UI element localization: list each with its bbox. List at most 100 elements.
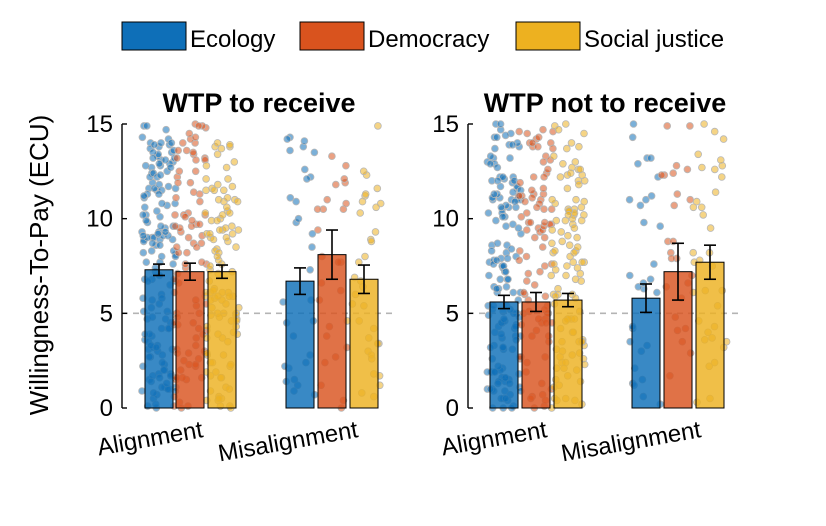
data-point: [557, 228, 565, 236]
y-tick-label: 15: [86, 111, 113, 138]
data-point: [540, 218, 549, 227]
y-tick-label: 5: [100, 300, 113, 327]
data-point: [530, 233, 539, 242]
data-point: [515, 127, 523, 136]
data-point: [711, 188, 720, 197]
data-point: [566, 169, 575, 178]
data-point: [487, 247, 496, 255]
data-point: [559, 160, 567, 168]
data-point: [371, 228, 380, 236]
panel-title: WTP not to receive: [484, 88, 727, 118]
x-tick-label-misalignment: Misalignment: [559, 416, 703, 467]
data-point: [179, 139, 187, 147]
data-point: [209, 235, 218, 244]
data-point: [515, 247, 524, 255]
data-point: [567, 139, 576, 147]
data-point: [522, 226, 531, 234]
data-point: [194, 122, 203, 130]
data-point: [223, 203, 231, 212]
data-point: [533, 203, 541, 212]
data-point: [549, 144, 557, 153]
data-point: [530, 281, 539, 289]
data-point: [222, 233, 231, 242]
data-point: [213, 139, 222, 147]
data-point: [527, 186, 536, 195]
data-point: [683, 165, 692, 174]
data-point: [491, 144, 499, 153]
bar-democracy-alignment: [175, 271, 205, 409]
data-point: [340, 175, 349, 183]
data-point: [217, 144, 226, 153]
data-point: [522, 252, 531, 261]
data-point: [552, 216, 561, 225]
data-point: [206, 230, 214, 238]
data-point: [698, 163, 706, 172]
data-point: [226, 141, 234, 149]
data-point: [706, 224, 715, 232]
data-point: [539, 125, 547, 134]
data-point: [192, 156, 200, 164]
data-point: [157, 139, 165, 147]
data-point: [221, 224, 230, 232]
data-point: [201, 209, 210, 217]
data-point: [172, 243, 181, 251]
data-point: [139, 231, 148, 240]
data-point: [551, 247, 559, 255]
data-point: [175, 167, 184, 176]
data-point: [492, 256, 501, 265]
data-point: [171, 211, 179, 219]
data-point: [372, 203, 380, 212]
data-point: [536, 267, 544, 276]
data-point: [186, 178, 195, 187]
data-point: [636, 201, 645, 210]
data-point: [571, 275, 580, 284]
error-bars: [153, 229, 370, 296]
data-point: [625, 195, 634, 204]
data-point: [492, 133, 501, 142]
data-point: [540, 205, 548, 214]
data-point: [564, 231, 572, 240]
bar-social-justice-alignment: [207, 271, 237, 409]
legend: Ecology Democracy Social justice: [121, 21, 724, 53]
data-point: [719, 135, 728, 143]
data-point: [540, 173, 548, 181]
bar-ecology-alignment: [144, 269, 174, 409]
data-point: [529, 173, 538, 181]
data-point: [511, 197, 519, 206]
data-point: [484, 209, 493, 217]
jitter-points: [138, 120, 385, 412]
data-point: [634, 282, 643, 291]
data-point: [224, 175, 232, 183]
data-point: [492, 216, 500, 225]
data-point: [573, 233, 581, 242]
data-point: [283, 135, 292, 143]
panel-wtp-not-to-receive: WTP not to receive 0 5 10 15 Alignment Misa…: [432, 88, 742, 467]
data-point: [508, 141, 517, 149]
y-axis: 0 5 10 15: [432, 111, 473, 422]
data-point: [562, 144, 571, 153]
data-point: [519, 288, 528, 297]
data-point: [356, 209, 365, 217]
data-point: [549, 152, 558, 161]
data-point: [522, 209, 531, 217]
data-point: [502, 282, 511, 291]
data-point: [138, 133, 147, 142]
y-tick-label: 10: [432, 206, 459, 233]
data-point: [561, 120, 570, 128]
data-point: [213, 252, 222, 261]
x-tick-label-alignment: Alignment: [95, 416, 205, 461]
data-point: [172, 194, 180, 202]
data-point: [493, 177, 502, 185]
data-point: [672, 161, 681, 170]
data-point: [233, 197, 242, 206]
data-point: [541, 292, 550, 301]
data-point: [181, 213, 190, 221]
panel-title: WTP to receive: [162, 88, 355, 118]
data-point: [191, 167, 200, 176]
data-point: [580, 197, 588, 206]
data-point: [521, 197, 529, 206]
data-point: [183, 248, 191, 257]
data-point: [210, 186, 219, 195]
data-point: [515, 192, 524, 200]
data-point: [361, 190, 370, 198]
